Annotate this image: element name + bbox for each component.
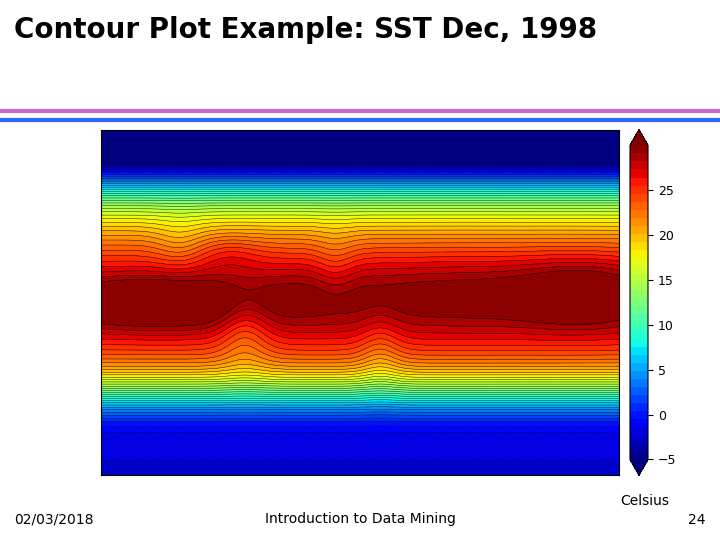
Text: Celsius: Celsius bbox=[620, 494, 669, 508]
PathPatch shape bbox=[630, 130, 648, 145]
Text: 02/03/2018: 02/03/2018 bbox=[14, 512, 94, 526]
PathPatch shape bbox=[630, 460, 648, 475]
Text: Contour Plot Example: SST Dec, 1998: Contour Plot Example: SST Dec, 1998 bbox=[14, 16, 598, 44]
Text: Introduction to Data Mining: Introduction to Data Mining bbox=[264, 512, 456, 526]
Text: 24: 24 bbox=[688, 512, 706, 526]
